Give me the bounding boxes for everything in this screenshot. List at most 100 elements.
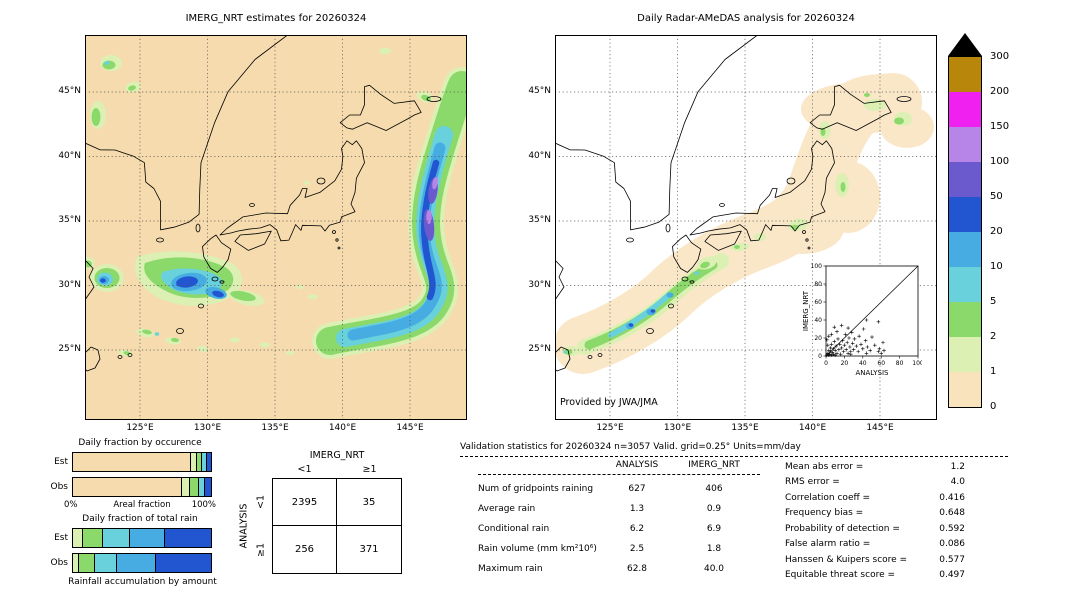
metric-row: Probability of detection = 0.592 <box>785 521 965 537</box>
bar-segment <box>202 453 207 471</box>
bar-segment <box>205 478 211 496</box>
metric-label: Hanssen & Kuipers score = <box>785 554 908 565</box>
scatter-point <box>881 340 885 345</box>
metric-value: 0.592 <box>939 523 965 534</box>
stat-value-analysis: 2.5 <box>629 544 645 554</box>
obs-label: Obs <box>50 482 69 492</box>
metric-value: 0.577 <box>939 554 965 565</box>
scatter-point <box>861 327 866 331</box>
occurrence-est-bar <box>72 452 212 472</box>
scatter-inset: 0 0 20 20 40 40 60 60 80 80 100 100 ANALYSIS IMERG_NR… <box>800 262 924 384</box>
validation-row: Num of gridpoints raining 627 406 <box>478 479 760 499</box>
inset-canvas: 00 20 20 40 40 60 60 80 80 100 100 ANALYSIS IMERG_NR… <box>802 263 924 377</box>
metric-row: False alarm ratio = 0.086 <box>785 537 965 553</box>
imerg-precip-blobs <box>85 47 467 359</box>
scatter-point <box>844 347 848 352</box>
metric-row: RMS error = 4.0 <box>785 475 965 491</box>
lat-tick-label: 45°N <box>58 86 81 96</box>
scatter-point <box>839 323 844 328</box>
bar-segment <box>190 453 197 471</box>
scatter-point <box>830 350 835 355</box>
validation-row: Average rain 1.3 0.9 <box>478 499 760 519</box>
lat-tick-label: 30°N <box>58 279 81 290</box>
scatter-point <box>835 351 839 356</box>
scatter-point <box>876 349 881 354</box>
scatter-point <box>842 343 847 347</box>
colorbar-segment <box>949 197 981 232</box>
lat-tick-label: 45°N <box>528 86 551 96</box>
metric-label: Frequency bias = <box>785 508 864 519</box>
bar-segment <box>196 453 203 471</box>
lon-tick-label: 125°E <box>126 423 154 433</box>
scatter-point <box>826 343 830 347</box>
lat-tick-label: 35°N <box>528 215 551 225</box>
scatter-point <box>879 351 883 356</box>
validation-col-imerg: IMERG_NRT <box>688 460 740 470</box>
validation-metrics: Mean abs error = 1.2 RMS error = 4.0 Correla… <box>785 459 965 583</box>
validation-header-spacer <box>478 460 606 470</box>
colorbar-segment <box>949 372 981 407</box>
scatter-point <box>829 332 834 337</box>
axis-max-label: 100% <box>191 500 216 510</box>
scatter-point <box>833 353 837 357</box>
colorbar-tick-label: 0 <box>990 401 997 412</box>
scatter-point <box>839 346 844 350</box>
inset-x-tick-label: 60 <box>877 360 885 367</box>
stat-value-analysis: 62.8 <box>626 564 648 574</box>
metric-value: 0.086 <box>939 539 965 550</box>
stat-value-analysis: 627 <box>628 484 646 494</box>
inset-x-tick-label: 0 <box>824 360 828 367</box>
inset-y-tick-label: 60 <box>814 299 822 306</box>
inset-ylabel: IMERG_NRT <box>802 290 810 331</box>
stat-value-imerg: 0.9 <box>706 504 722 514</box>
metric-label: False alarm ratio = <box>785 539 871 550</box>
scatter-point <box>846 351 850 356</box>
scatter-point <box>852 337 857 341</box>
scatter-point <box>827 334 831 338</box>
stat-label: Maximum rain <box>478 564 543 574</box>
contingency-row-header: ANALYSIS <box>238 503 250 549</box>
contingency-table: 2395 35 256 371 <box>272 478 402 574</box>
scatter-point <box>857 334 861 338</box>
title-divider <box>460 456 1008 457</box>
axis-min-label: 0% <box>64 500 78 510</box>
scatter-point <box>850 330 854 335</box>
scatter-point <box>828 346 833 350</box>
totalrain-est-bar <box>72 528 212 548</box>
contingency-row-label: <1 <box>255 494 267 510</box>
est-label: Est <box>54 457 68 467</box>
bar-segment <box>103 529 130 547</box>
bar-segment <box>206 453 211 471</box>
map-border <box>85 35 467 420</box>
scatter-point <box>843 332 848 337</box>
metric-label: Correlation coeff = <box>785 492 871 503</box>
lon-tick-label: 125°E <box>596 423 624 433</box>
bar-segment <box>82 529 104 547</box>
metric-label: RMS error = <box>785 477 840 488</box>
scatter-point <box>838 352 843 356</box>
scatter-point <box>841 349 846 354</box>
stat-value-analysis: 1.3 <box>629 504 645 514</box>
metric-row: Correlation coeff = 0.416 <box>785 490 965 506</box>
scatter-point <box>882 348 886 353</box>
lon-tick-label: 135°E <box>261 423 289 433</box>
totalrain-obs-bar <box>72 553 212 573</box>
occurrence-title: Daily fraction by occurence <box>78 438 202 448</box>
metric-value: 0.416 <box>939 492 965 503</box>
inset-y-tick-label: 20 <box>814 335 822 342</box>
lon-tick-label: 135°E <box>731 423 759 433</box>
scatter-point <box>829 342 834 347</box>
scatter-point <box>833 348 837 353</box>
bar-segment <box>199 478 206 496</box>
colorbar-over-arrow <box>948 33 982 56</box>
scatter-point <box>854 344 859 348</box>
scatter-point <box>873 343 877 347</box>
bar-segment <box>190 478 200 496</box>
contingency-col-label: <1 <box>297 464 312 475</box>
colorbar-segment <box>949 127 981 162</box>
colorbar-segment <box>949 57 981 92</box>
colorbar-tick-label: 300 <box>990 51 1010 62</box>
contingency-cell: 256 <box>273 526 337 573</box>
stat-value-analysis: 6.2 <box>629 524 645 534</box>
axis-title: Areal fraction <box>113 500 171 510</box>
